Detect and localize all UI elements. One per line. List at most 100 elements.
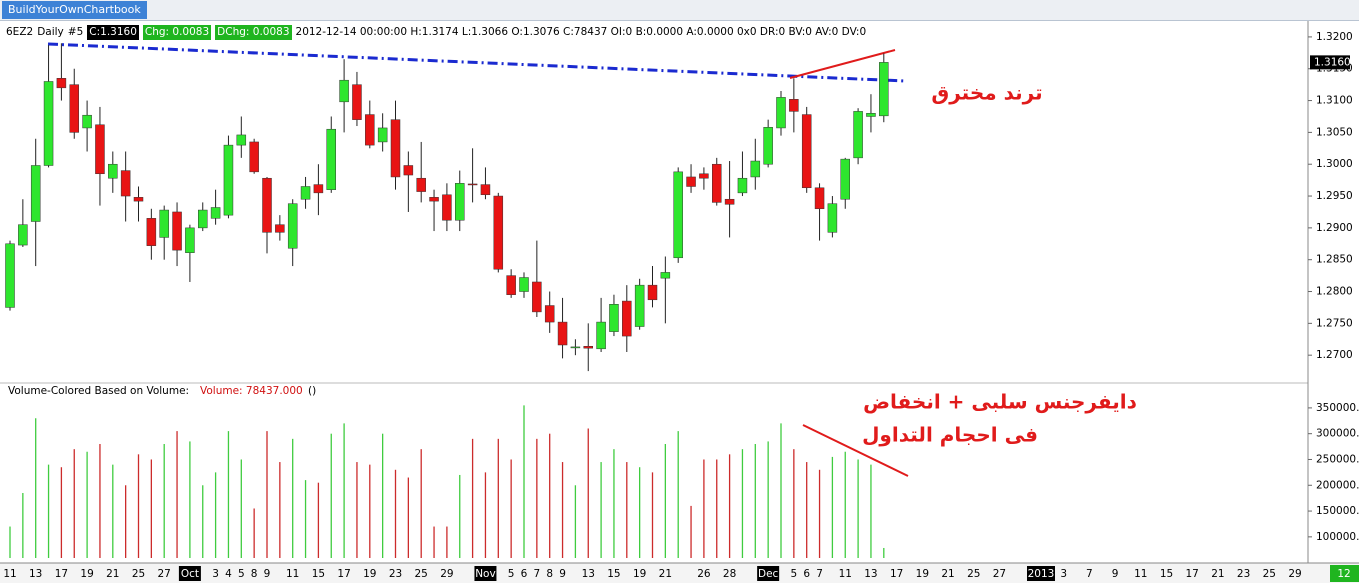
candle-body <box>416 177 426 192</box>
candle-body <box>506 275 516 295</box>
x-tick-label: 5 <box>508 568 515 580</box>
x-tick-label: 27 <box>158 568 171 580</box>
cursor-label-box <box>1330 565 1359 582</box>
y-tick-label: 300000.0 <box>1316 428 1359 440</box>
y-tick-label: 350000.0 <box>1316 402 1359 414</box>
candle-body <box>82 114 92 129</box>
candle-body <box>249 141 259 173</box>
x-tick-label: 8 <box>546 568 553 580</box>
x-tick-label: 11 <box>1134 568 1147 580</box>
y-tick-label: 1.2900 <box>1316 222 1353 234</box>
x-tick-label: 21 <box>941 568 954 580</box>
y-tick-label: 1.3100 <box>1316 95 1353 107</box>
x-tick-label: 13 <box>582 568 595 580</box>
x-tick-label: Oct <box>181 568 199 580</box>
annotation: فى احجام التداول <box>862 423 1038 447</box>
candle-body <box>879 62 889 117</box>
x-tick-label: 21 <box>659 568 672 580</box>
candle-body <box>198 209 208 229</box>
x-tick-label: 28 <box>723 568 736 580</box>
x-tick-label: 23 <box>1237 568 1250 580</box>
candle-body <box>493 195 504 270</box>
x-tick-label: 11 <box>286 568 299 580</box>
candle-body <box>159 209 169 238</box>
candle-body <box>69 84 79 133</box>
candle-body <box>737 177 748 194</box>
x-tick-label: 6 <box>521 568 528 580</box>
candle-body <box>596 321 606 350</box>
candle-body <box>699 173 709 179</box>
candle-body <box>403 165 414 176</box>
candle-body <box>814 187 825 210</box>
header: 6EZ2 Daily #5 C:1.3160 Chg: 0.0083 DChg:… <box>6 25 866 40</box>
x-tick-label: 19 <box>80 568 93 580</box>
candle-body <box>429 197 439 202</box>
x-tick-label: 7 <box>816 568 823 580</box>
candle-body <box>763 127 773 165</box>
candle-body <box>365 114 375 146</box>
candle-body <box>455 183 465 221</box>
x-tick-label: 9 <box>559 568 566 580</box>
candle-body <box>390 119 401 178</box>
candle-body <box>712 163 722 203</box>
x-tick-label: 9 <box>1112 568 1119 580</box>
candle-body <box>18 224 28 246</box>
y-tick-label: 1.2700 <box>1316 349 1353 361</box>
bar-info: 2012-12-14 00:00:00 H:1.3174 L:1.3066 O:… <box>295 26 867 38</box>
candle-body <box>326 128 336 190</box>
x-tick-label: 25 <box>415 568 428 580</box>
candle-body <box>827 203 838 233</box>
x-tick-label: Dec <box>758 568 779 580</box>
y-tick-label: 250000.0 <box>1316 453 1359 465</box>
x-tick-label: 19 <box>363 568 376 580</box>
candle-body <box>56 78 67 89</box>
candle-body <box>210 207 221 219</box>
x-tick-label: 29 <box>440 568 453 580</box>
cursor-label: 12 <box>1337 568 1350 580</box>
x-tick-label: 7 <box>534 568 541 580</box>
candle-body <box>352 84 362 120</box>
annotation: دايفرجنس سلبى + انخفاض <box>863 390 1137 414</box>
x-tick-label: 19 <box>916 568 929 580</box>
candle-body <box>532 281 542 313</box>
x-tick-label: 19 <box>633 568 646 580</box>
close: C:1.3160 <box>87 25 139 40</box>
candle-body <box>519 277 529 292</box>
x-tick-label: 27 <box>993 568 1006 580</box>
last-price-label: 1.3160 <box>1314 56 1351 68</box>
x-tick-label: 17 <box>890 568 903 580</box>
x-tick-label: 11 <box>839 568 852 580</box>
candle-body <box>776 97 786 129</box>
index: #5 <box>67 26 84 38</box>
x-tick-label: 21 <box>1211 568 1224 580</box>
candle-body <box>43 81 54 166</box>
x-tick-label: 17 <box>1186 568 1199 580</box>
symbol: 6EZ2 <box>6 26 34 38</box>
candle-body <box>262 177 272 233</box>
x-tick-label: 29 <box>1288 568 1301 580</box>
x-tick-label: 25 <box>1263 568 1276 580</box>
tab[interactable]: BuildYourOwnChartbook <box>2 1 147 19</box>
x-tick-label: 25 <box>132 568 145 580</box>
candle-body <box>313 184 324 194</box>
x-tick-label: 3 <box>212 568 219 580</box>
candle-body <box>686 176 696 187</box>
x-tick-label: 5 <box>791 568 798 580</box>
y-tick-label: 1.2850 <box>1316 254 1353 266</box>
candle-body <box>377 127 388 143</box>
y-tick-label: 100000.0 <box>1316 531 1359 543</box>
candle-body <box>789 99 799 112</box>
month-box <box>757 566 780 581</box>
x-tick-label: 13 <box>864 568 877 580</box>
trend-line <box>47 42 906 83</box>
tab-bar: BuildYourOwnChartbook <box>0 0 1359 21</box>
month-box <box>474 566 497 581</box>
candle-body <box>480 184 491 196</box>
x-tick-label: 6 <box>803 568 810 580</box>
candle-body <box>300 186 311 200</box>
period: Daily <box>37 26 64 38</box>
x-tick-label: 8 <box>251 568 258 580</box>
candle-body <box>223 144 234 216</box>
